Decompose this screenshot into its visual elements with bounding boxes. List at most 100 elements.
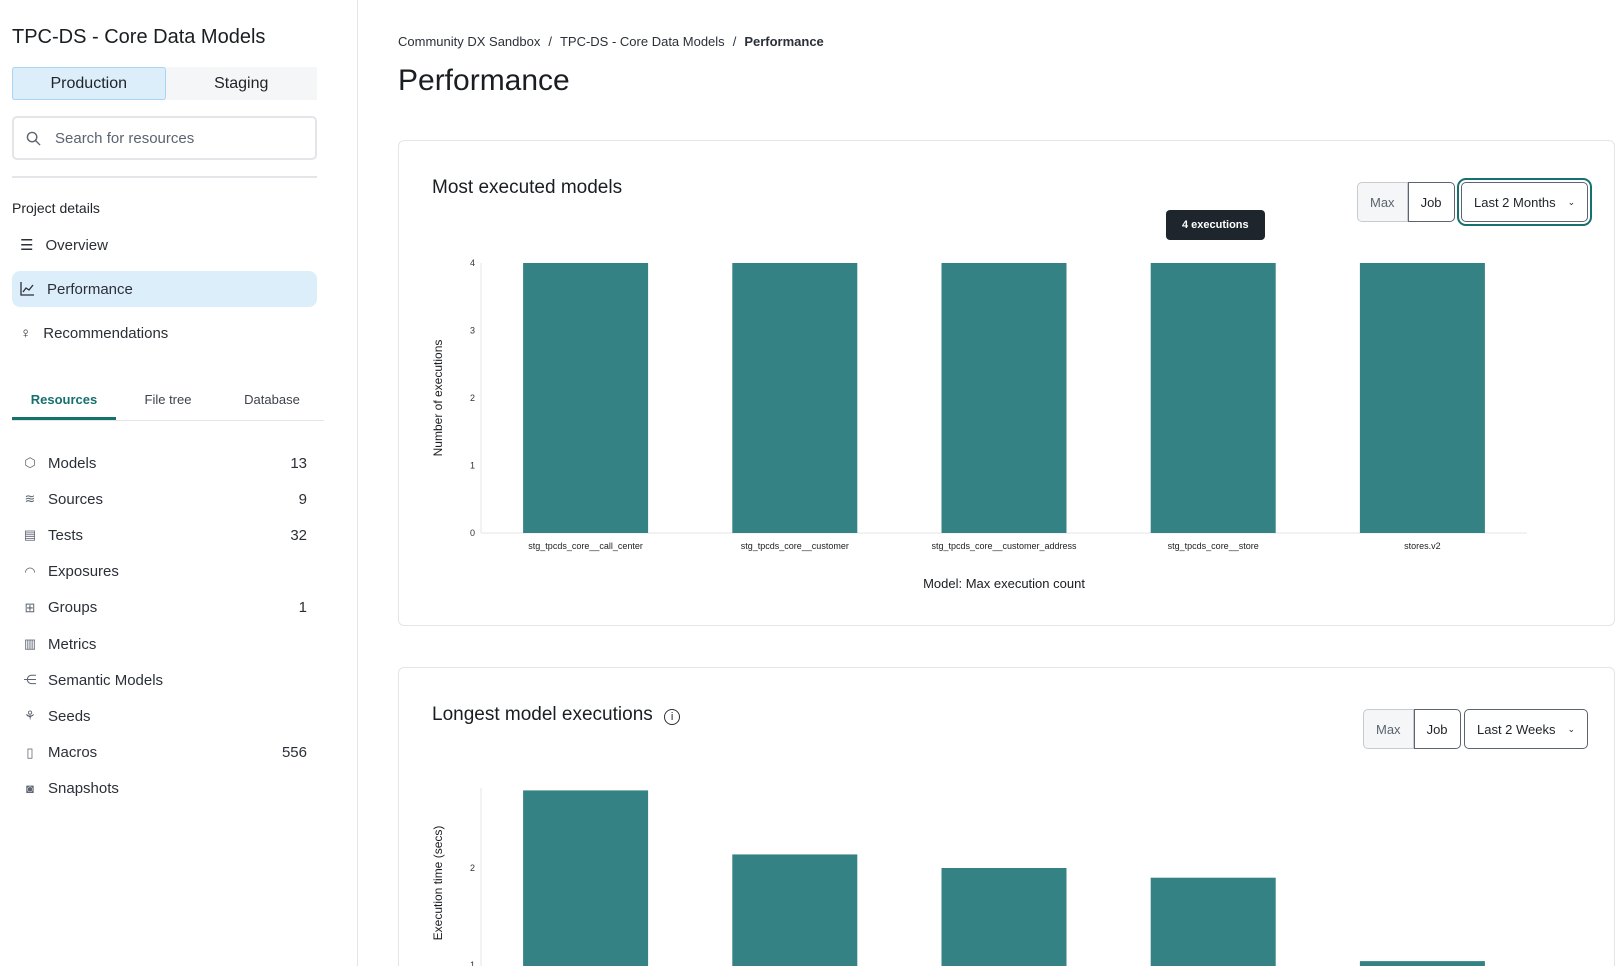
resource-semantic-models[interactable]: ⋲ Semantic Models — [22, 666, 307, 694]
y-axis-label: Execution time (secs) — [431, 826, 445, 941]
bar — [523, 263, 649, 533]
y-tick-label: 2 — [470, 393, 475, 403]
breadcrumb-separator: / — [732, 34, 737, 49]
list-icon: ☰ — [20, 237, 34, 254]
resource-label: Macros — [48, 744, 98, 762]
bar — [1150, 263, 1276, 533]
chevron-down-icon: ⌄ — [1567, 723, 1576, 734]
info-icon[interactable]: i — [664, 709, 681, 725]
resource-count: 9 — [298, 490, 307, 508]
search-placeholder: Search for resources — [55, 129, 195, 147]
y-tick-label: 2 — [470, 863, 475, 873]
resource-tests[interactable]: ▤ Tests 32 — [22, 521, 307, 549]
search-input[interactable]: Search for resources — [12, 116, 317, 160]
bar — [941, 868, 1067, 966]
search-icon — [26, 131, 41, 146]
breadcrumb-item[interactable]: Community DX Sandbox — [398, 34, 541, 49]
job-button[interactable]: Job — [1413, 709, 1461, 749]
aggregation-toggle: Max Job — [1357, 182, 1455, 222]
resource-macros[interactable]: ▯ Macros 556 — [22, 739, 307, 767]
bar — [1359, 263, 1485, 533]
x-tick-label: stg_tpcds_core__call_center — [528, 541, 643, 551]
nav-recommendations[interactable]: ♀ Recommendations — [12, 315, 317, 351]
nav-label: Overview — [45, 236, 108, 254]
card-title: Most executed models — [432, 177, 623, 198]
nav-label: Recommendations — [43, 324, 169, 342]
resource-seeds[interactable]: ⚘ Seeds — [22, 702, 307, 730]
divider — [12, 176, 317, 178]
bar — [523, 790, 649, 966]
grid-icon: ⊞ — [24, 599, 36, 615]
resource-label: Snapshots — [48, 780, 119, 798]
y-tick-label: 1 — [470, 461, 475, 471]
y-tick-label: 4 — [470, 258, 475, 268]
x-tick-label: stg_tpcds_core__customer_address — [931, 541, 1077, 551]
environment-toggle: Production Staging — [12, 67, 317, 100]
tab-database[interactable]: Database — [244, 392, 300, 407]
resource-count: 556 — [281, 744, 307, 762]
env-tab-staging[interactable]: Staging — [214, 74, 269, 92]
database-icon: ≋ — [24, 491, 36, 507]
clipboard-icon: ▤ — [23, 527, 37, 543]
page-title: Performance — [398, 64, 570, 97]
y-tick-label: 1 — [470, 960, 475, 966]
bar — [732, 263, 858, 533]
execution-time-bar-chart: 1 2 Execution time (secs) — [431, 788, 1485, 966]
nav-performance[interactable]: Performance — [12, 271, 317, 307]
cube-icon: ⬡ — [24, 455, 36, 470]
y-tick-label: 3 — [470, 326, 475, 336]
resource-label: Metrics — [48, 635, 97, 653]
resource-exposures[interactable]: ◠ Exposures — [22, 558, 307, 586]
most-executed-card: Most executed models Max Job Last 2 Mont… — [398, 140, 1615, 626]
time-range-dropdown[interactable]: Last 2 Weeks ⌄ — [1464, 709, 1589, 749]
resource-sources[interactable]: ≋ Sources 9 — [22, 485, 307, 513]
resource-label: Sources — [48, 490, 104, 508]
env-tab-production[interactable]: Production — [12, 67, 166, 100]
chevron-down-icon: ⌄ — [1567, 196, 1576, 207]
bar — [1150, 877, 1276, 966]
tab-file-tree[interactable]: File tree — [144, 392, 192, 407]
bar — [1359, 961, 1485, 966]
resource-label: Groups — [48, 599, 98, 617]
x-axis-label: Model: Max execution count — [923, 576, 1085, 591]
resource-count: 13 — [290, 454, 307, 472]
breadcrumb-item[interactable]: TPC-DS - Core Data Models — [559, 34, 725, 49]
aggregation-toggle: Max Job — [1363, 709, 1461, 749]
sidebar: TPC-DS - Core Data Models Production Sta… — [0, 0, 358, 966]
x-tick-label: stg_tpcds_core__store — [1168, 541, 1259, 551]
dropdown-value: Last 2 Weeks — [1477, 721, 1556, 737]
dropdown-value: Last 2 Months — [1474, 194, 1556, 210]
longest-executions-card: Longest model executions i Max Job Last … — [398, 667, 1615, 966]
resource-snapshots[interactable]: ◙ Snapshots — [22, 775, 307, 803]
seedling-icon: ⚘ — [24, 708, 36, 724]
max-button[interactable]: Max — [1363, 709, 1414, 749]
card-title: Longest model executions i — [432, 704, 681, 726]
x-tick-label: stores.v2 — [1404, 541, 1441, 551]
file-icon: ▯ — [26, 744, 34, 760]
resource-label: Exposures — [48, 563, 119, 581]
tab-resources[interactable]: Resources — [12, 384, 116, 420]
job-button[interactable]: Job — [1407, 182, 1455, 222]
x-tick-label: stg_tpcds_core__customer — [741, 541, 849, 551]
breadcrumb-separator: / — [548, 34, 552, 49]
resource-groups[interactable]: ⊞ Groups 1 — [22, 594, 307, 622]
resource-label: Models — [48, 454, 97, 472]
resource-metrics[interactable]: ▥ Metrics — [22, 630, 307, 658]
lightbulb-icon: ♀ — [20, 324, 32, 342]
line-chart-icon — [20, 282, 34, 296]
breadcrumb-current: Performance — [744, 34, 824, 49]
max-button[interactable]: Max — [1357, 182, 1408, 222]
resource-label: Tests — [48, 526, 84, 544]
camera-icon: ◙ — [26, 781, 34, 797]
gauge-icon: ◠ — [24, 563, 36, 579]
section-label: Project details — [12, 200, 100, 216]
bar-tooltip: 4 executions — [1166, 210, 1265, 240]
time-range-dropdown[interactable]: Last 2 Months ⌄ — [1456, 178, 1593, 226]
bar — [941, 263, 1067, 533]
graph-icon: ⋲ — [23, 672, 37, 688]
resource-models[interactable]: ⬡ Models 13 — [22, 449, 307, 477]
resource-label: Semantic Models — [48, 671, 164, 689]
bar — [732, 854, 858, 966]
y-tick-label: 0 — [470, 528, 475, 538]
nav-overview[interactable]: ☰ Overview — [12, 227, 317, 263]
